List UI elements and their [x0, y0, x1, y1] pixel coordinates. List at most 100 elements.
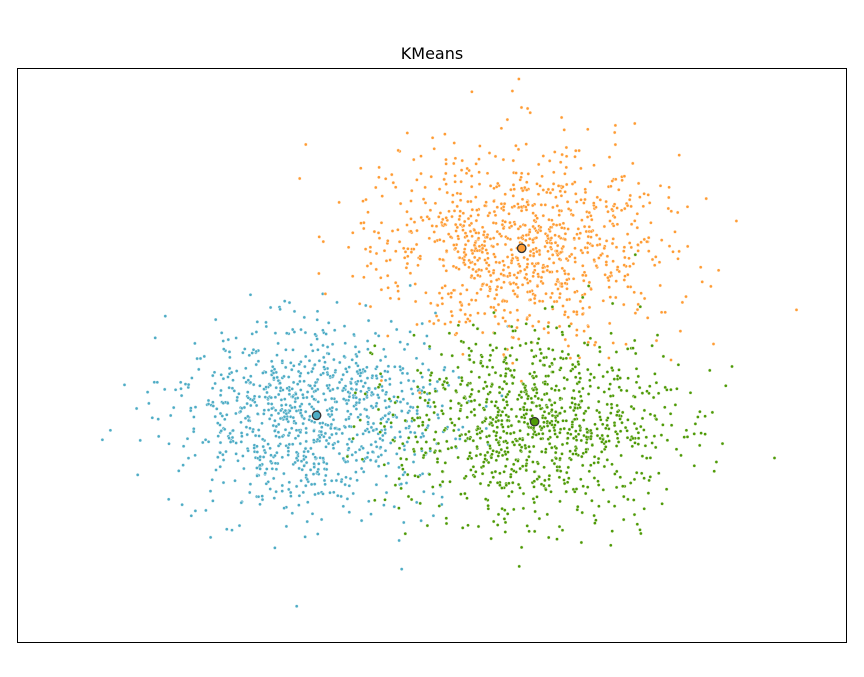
scatter-point-cluster-1	[510, 361, 515, 366]
scatter-point-cluster-1	[536, 192, 541, 196]
scatter-point-cluster-1	[614, 295, 618, 300]
scatter-point-cluster-1	[564, 154, 569, 159]
scatter-point-cluster-2	[584, 435, 589, 439]
scatter-point-cluster-1	[413, 299, 418, 304]
scatter-point-cluster-1	[491, 271, 496, 275]
scatter-point-cluster-2	[437, 504, 442, 508]
scatter-point-cluster-0	[426, 368, 431, 372]
scatter-point-cluster-1	[502, 299, 507, 303]
scatter-point-cluster-0	[274, 385, 279, 390]
scatter-point-cluster-0	[335, 493, 340, 498]
scatter-point-cluster-2	[543, 306, 547, 311]
scatter-point-cluster-0	[419, 518, 423, 523]
scatter-point-cluster-0	[258, 467, 262, 471]
scatter-point-cluster-1	[525, 262, 530, 266]
scatter-point-cluster-1	[501, 157, 506, 162]
scatter-point-cluster-1	[583, 190, 588, 195]
scatter-point-cluster-0	[422, 489, 426, 494]
scatter-point-cluster-1	[606, 209, 610, 214]
scatter-point-cluster-0	[368, 458, 373, 462]
scatter-point-cluster-2	[553, 432, 557, 436]
scatter-point-cluster-1	[436, 318, 441, 323]
scatter-point-cluster-2	[425, 523, 430, 528]
scatter-point-cluster-0	[332, 357, 336, 362]
scatter-point-cluster-1	[357, 301, 362, 306]
scatter-point-cluster-2	[586, 406, 591, 410]
scatter-point-cluster-2	[545, 391, 549, 396]
scatter-point-cluster-2	[615, 409, 620, 414]
scatter-point-cluster-0	[361, 446, 365, 451]
scatter-point-cluster-1	[405, 261, 410, 266]
scatter-point-cluster-0	[347, 416, 351, 421]
scatter-point-cluster-2	[518, 407, 523, 412]
scatter-point-cluster-2	[619, 453, 623, 458]
scatter-point-cluster-0	[285, 386, 290, 391]
scatter-point-cluster-2	[470, 387, 474, 392]
scatter-point-cluster-1	[565, 297, 569, 302]
scatter-point-cluster-2	[481, 464, 486, 469]
scatter-point-cluster-0	[319, 517, 324, 522]
scatter-point-cluster-0	[369, 442, 374, 447]
scatter-point-cluster-0	[380, 433, 385, 438]
scatter-point-cluster-2	[498, 435, 503, 440]
scatter-point-cluster-1	[561, 221, 566, 226]
scatter-point-cluster-2	[517, 564, 522, 569]
scatter-point-cluster-2	[378, 371, 383, 376]
scatter-point-cluster-0	[311, 366, 315, 371]
scatter-point-cluster-0	[421, 385, 426, 390]
scatter-point-cluster-0	[284, 331, 289, 336]
scatter-point-cluster-2	[636, 442, 641, 446]
scatter-point-cluster-1	[470, 234, 474, 238]
scatter-point-cluster-0	[237, 523, 242, 528]
scatter-point-cluster-2	[609, 543, 613, 548]
scatter-point-cluster-1	[510, 89, 515, 93]
scatter-point-cluster-0	[229, 370, 234, 375]
scatter-point-cluster-0	[224, 449, 228, 454]
scatter-point-cluster-0	[221, 339, 225, 343]
scatter-point-cluster-1	[658, 283, 663, 288]
scatter-point-cluster-0	[484, 426, 489, 431]
scatter-point-cluster-0	[308, 414, 312, 419]
scatter-point-cluster-2	[505, 418, 510, 423]
scatter-point-cluster-1	[458, 308, 463, 312]
scatter-point-cluster-1	[513, 292, 517, 296]
scatter-point-cluster-2	[491, 475, 496, 480]
scatter-point-cluster-0	[193, 509, 198, 513]
scatter-point-cluster-0	[370, 450, 375, 454]
scatter-point-cluster-1	[647, 249, 651, 253]
scatter-point-cluster-2	[416, 474, 421, 479]
scatter-point-cluster-2	[605, 370, 610, 374]
scatter-point-cluster-0	[383, 427, 387, 432]
scatter-point-cluster-2	[428, 378, 432, 383]
scatter-point-cluster-2	[592, 476, 597, 480]
scatter-point-cluster-1	[519, 235, 524, 240]
scatter-point-cluster-2	[432, 410, 436, 415]
scatter-point-cluster-0	[285, 417, 289, 422]
scatter-point-cluster-1	[586, 324, 591, 329]
scatter-point-cluster-0	[420, 362, 425, 366]
scatter-point-cluster-1	[625, 203, 630, 208]
scatter-point-cluster-1	[704, 196, 709, 201]
scatter-point-cluster-1	[516, 227, 521, 231]
scatter-point-cluster-0	[392, 364, 397, 369]
scatter-point-cluster-0	[334, 431, 339, 436]
scatter-point-cluster-2	[480, 364, 485, 368]
scatter-point-cluster-2	[594, 518, 598, 523]
scatter-point-cluster-1	[476, 311, 480, 315]
scatter-point-cluster-0	[138, 438, 142, 443]
scatter-point-cluster-2	[432, 400, 436, 405]
scatter-point-cluster-1	[627, 241, 632, 245]
scatter-point-cluster-1	[489, 279, 494, 284]
scatter-point-cluster-0	[305, 519, 310, 524]
scatter-point-cluster-2	[497, 390, 502, 395]
scatter-point-cluster-1	[566, 344, 571, 348]
scatter-point-cluster-2	[522, 416, 527, 420]
scatter-point-cluster-1	[659, 310, 664, 315]
scatter-point-cluster-2	[448, 399, 453, 403]
scatter-point-cluster-0	[239, 440, 244, 444]
scatter-point-cluster-1	[454, 229, 458, 233]
scatter-point-cluster-1	[382, 248, 387, 253]
scatter-point-cluster-1	[627, 256, 631, 261]
scatter-point-cluster-2	[397, 476, 402, 481]
scatter-point-cluster-2	[693, 422, 698, 426]
